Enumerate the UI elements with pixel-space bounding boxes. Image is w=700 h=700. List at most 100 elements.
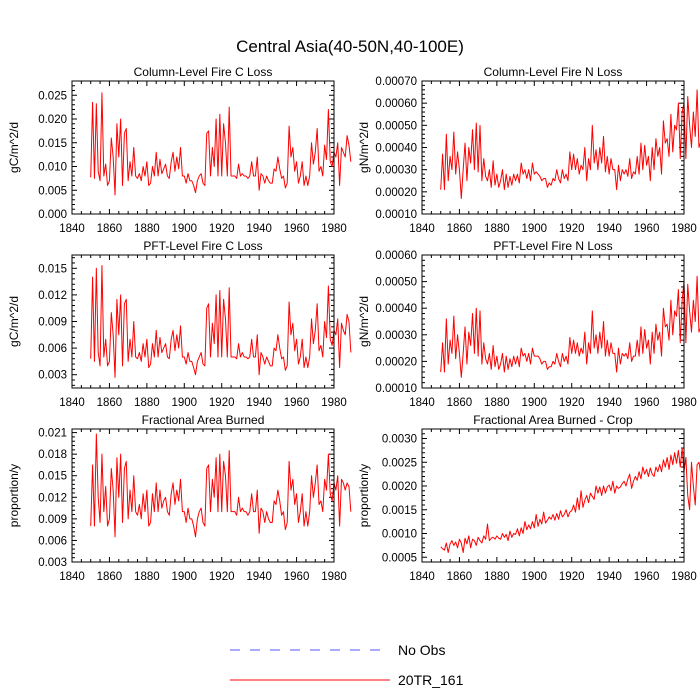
chart-1-xtick-label: 1960 xyxy=(284,223,310,235)
chart-2-xtick-label: 1980 xyxy=(671,223,697,235)
chart-4-ytick-label: 0.00040 xyxy=(375,303,417,315)
chart-4-ytick-label: 0.00050 xyxy=(375,277,417,289)
chart-4-ytick-label: 0.00020 xyxy=(375,356,417,368)
chart-6-series-line xyxy=(440,447,700,553)
chart-4-title: PFT-Level Fire N Loss xyxy=(493,239,612,253)
chart-1-ytick-label: 0.015 xyxy=(38,138,67,150)
chart-2-ytick-label: 0.00030 xyxy=(375,165,417,177)
chart-4-xtick-label: 1900 xyxy=(521,397,547,409)
chart-2-xtick-label: 1900 xyxy=(521,223,547,235)
chart-6-xtick-label: 1840 xyxy=(409,571,435,583)
chart-5-ytick-label: 0.009 xyxy=(38,514,67,526)
chart-3-ytick-label: 0.015 xyxy=(38,263,67,275)
chart-6-frame xyxy=(421,428,685,563)
chart-5-xtick-label: 1920 xyxy=(209,571,235,583)
chart-1-panel: Column-Level Fire C Loss gC/m^2/d 1840 1860… xyxy=(7,65,352,235)
chart-5-panel: Fractional Area Burned proportion/y 1840 18… xyxy=(7,413,352,583)
chart-6-xtick-label: 1880 xyxy=(484,571,510,583)
chart-1-xtick-label: 1940 xyxy=(246,223,272,235)
chart-6-ytick-label: 0.0005 xyxy=(382,552,417,564)
chart-2-ylabel: gN/m^2/d xyxy=(357,122,371,173)
chart-3-series-line xyxy=(90,265,352,378)
chart-5-xtick-label: 1900 xyxy=(171,571,197,583)
chart-4-panel: PFT-Level Fire N Loss gN/m^2/d 1840 1860 188… xyxy=(357,239,700,409)
chart-3-panel: PFT-Level Fire C Loss gC/m^2/d 1840 1860 188… xyxy=(7,239,352,409)
chart-5-xtick-label: 1940 xyxy=(246,571,272,583)
chart-1-ytick-label: 0.000 xyxy=(38,209,67,221)
chart-2-xtick-label: 1880 xyxy=(484,223,510,235)
chart-3-xtick-label: 1920 xyxy=(209,397,235,409)
chart-3-xtick-label: 1980 xyxy=(321,397,347,409)
chart-2-xtick-label: 1840 xyxy=(409,223,435,235)
chart-3-ytick-label: 0.009 xyxy=(38,317,67,329)
chart-6-ytick-label: 0.0020 xyxy=(382,481,417,493)
chart-6-ylabel: proportion/y xyxy=(357,464,371,527)
chart-5-ytick-label: 0.021 xyxy=(38,428,67,440)
chart-2-ytick-label: 0.00050 xyxy=(375,120,417,132)
chart-2-ytick-label: 0.00070 xyxy=(375,76,417,88)
chart-1-xtick-label: 1840 xyxy=(59,223,85,235)
chart-5-xtick-label: 1840 xyxy=(59,571,85,583)
chart-3-ytick-label: 0.006 xyxy=(38,343,67,355)
chart-6-xtick-label: 1940 xyxy=(596,571,622,583)
chart-2-ytick-label: 0.00060 xyxy=(375,98,417,110)
chart-2-title: Column-Level Fire N Loss xyxy=(484,65,623,79)
chart-5-ytick-label: 0.012 xyxy=(38,492,67,504)
chart-4-ylabel: gN/m^2/d xyxy=(357,296,371,347)
chart-5-xtick-label: 1860 xyxy=(97,571,123,583)
chart-5-ytick-label: 0.006 xyxy=(38,535,67,547)
chart-4-xtick-label: 1840 xyxy=(409,397,435,409)
chart-4-ytick-label: 0.00060 xyxy=(375,250,417,262)
chart-4-xtick-label: 1920 xyxy=(559,397,585,409)
chart-5-ytick-label: 0.018 xyxy=(38,449,67,461)
chart-4-series-line xyxy=(440,275,700,378)
chart-5-xtick-label: 1880 xyxy=(134,571,160,583)
chart-3-frame xyxy=(71,254,335,389)
chart-4-xtick-label: 1860 xyxy=(447,397,473,409)
chart-1-ytick-label: 0.025 xyxy=(38,90,67,102)
chart-5-xtick-label: 1960 xyxy=(284,571,310,583)
chart-1-ytick-label: 0.010 xyxy=(38,162,67,174)
chart-2-panel: Column-Level Fire N Loss gN/m^2/d 1840 1860… xyxy=(357,65,700,235)
chart-4-frame xyxy=(421,254,685,389)
chart-1-title: Column-Level Fire C Loss xyxy=(134,65,273,79)
chart-2-xtick-label: 1860 xyxy=(447,223,473,235)
chart-1-xtick-label: 1880 xyxy=(134,223,160,235)
chart-1-xtick-label: 1900 xyxy=(171,223,197,235)
chart-3-xtick-label: 1840 xyxy=(59,397,85,409)
chart-6-panel: Fractional Area Burned - Crop proportion/… xyxy=(357,413,700,583)
chart-2-ytick-label: 0.00040 xyxy=(375,143,417,155)
chart-1-ylabel: gC/m^2/d xyxy=(7,122,21,173)
chart-4-ytick-label: 0.00010 xyxy=(375,383,417,395)
chart-4-xtick-label: 1960 xyxy=(634,397,660,409)
chart-2-xtick-label: 1960 xyxy=(634,223,660,235)
chart-3-title: PFT-Level Fire C Loss xyxy=(143,239,262,253)
panel-grid: Column-Level Fire C Loss gC/m^2/d 1840 1860… xyxy=(7,65,700,583)
chart-5-ytick-label: 0.015 xyxy=(38,471,67,483)
chart-3-xtick-label: 1940 xyxy=(246,397,272,409)
chart-1-xtick-label: 1860 xyxy=(97,223,123,235)
chart-1-series-line xyxy=(90,92,352,196)
chart-5-ytick-label: 0.003 xyxy=(38,557,67,569)
chart-4-xtick-label: 1980 xyxy=(671,397,697,409)
chart-6-title: Fractional Area Burned - Crop xyxy=(473,413,633,427)
chart-3-xtick-label: 1880 xyxy=(134,397,160,409)
chart-4-xtick-label: 1940 xyxy=(596,397,622,409)
chart-3-xtick-label: 1860 xyxy=(97,397,123,409)
chart-6-xtick-label: 1980 xyxy=(671,571,697,583)
chart-2-xtick-label: 1940 xyxy=(596,223,622,235)
chart-4-xtick-label: 1880 xyxy=(484,397,510,409)
chart-3-xtick-label: 1900 xyxy=(171,397,197,409)
chart-6-ytick-label: 0.0030 xyxy=(382,434,417,446)
chart-5-xtick-label: 1980 xyxy=(321,571,347,583)
chart-3-ytick-label: 0.012 xyxy=(38,290,67,302)
chart-1-ytick-label: 0.020 xyxy=(38,114,67,126)
chart-3-ytick-label: 0.003 xyxy=(38,370,67,382)
chart-5-series-line xyxy=(90,433,352,538)
legend-label-no-obs: No Obs xyxy=(398,642,445,658)
chart-4-ytick-label: 0.00030 xyxy=(375,330,417,342)
chart-6-xtick-label: 1960 xyxy=(634,571,660,583)
chart-1-xtick-label: 1920 xyxy=(209,223,235,235)
legend: No Obs 20TR_161 xyxy=(230,642,464,688)
